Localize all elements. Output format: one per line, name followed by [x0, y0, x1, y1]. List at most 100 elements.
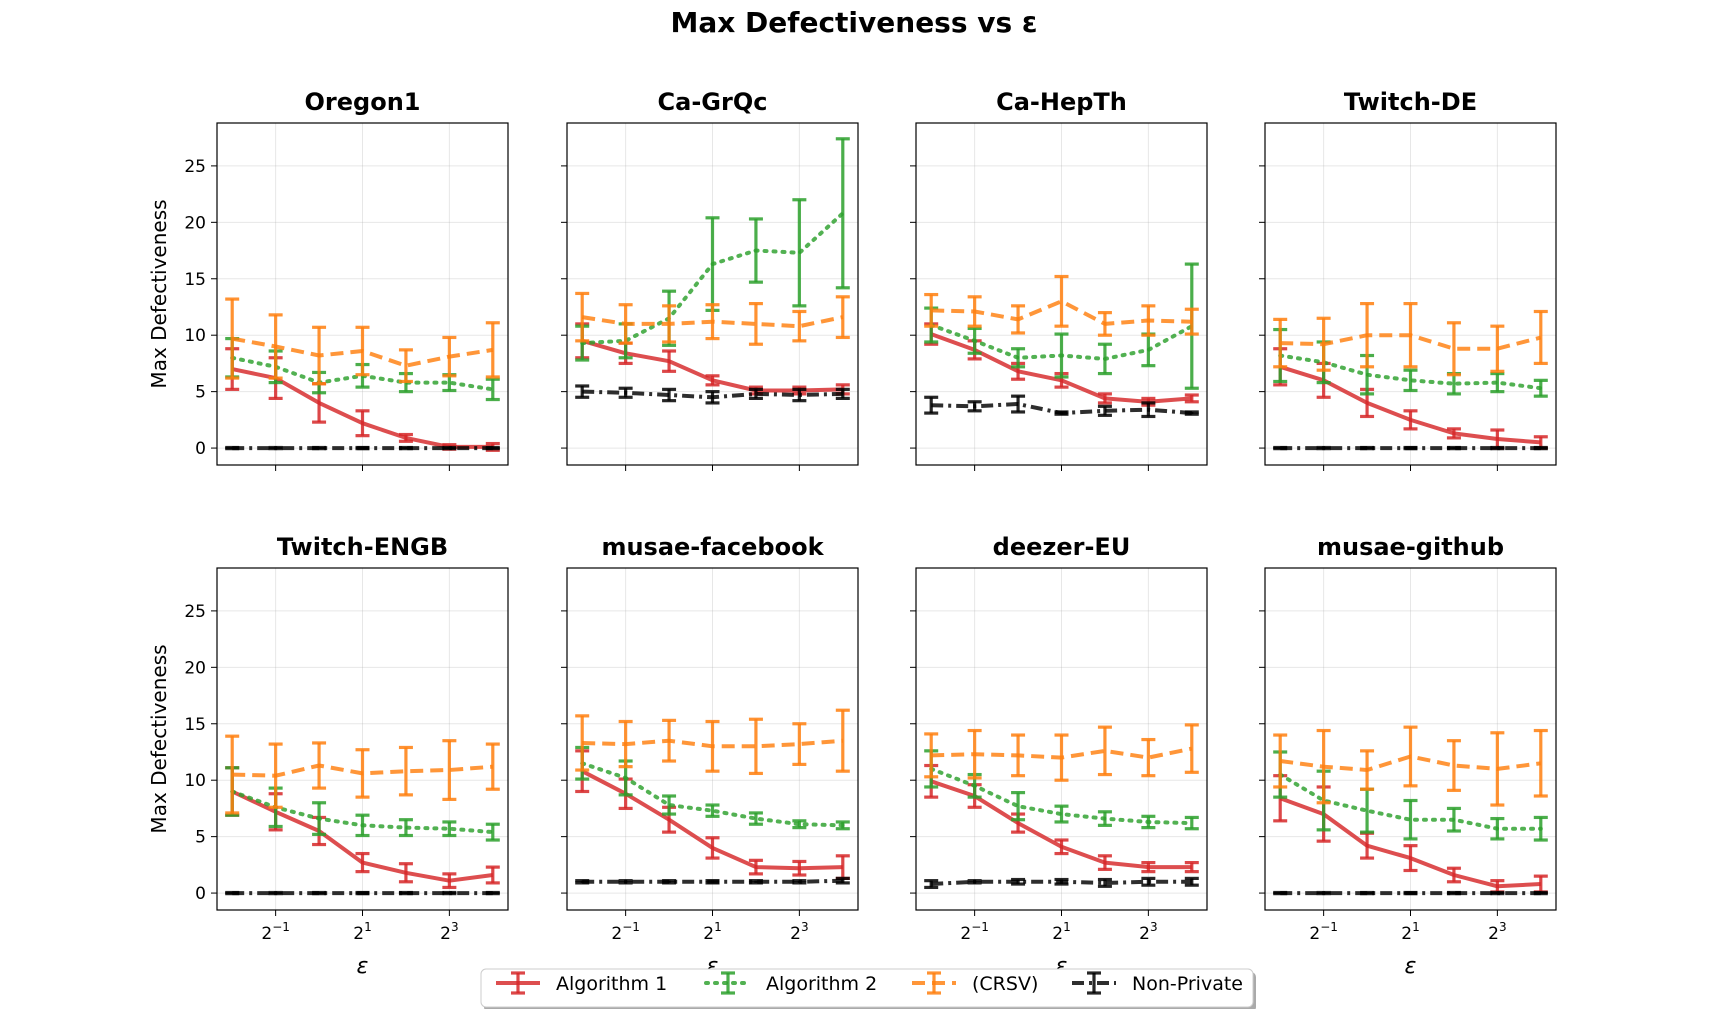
error-bar: [924, 395, 939, 415]
error-bar: [355, 890, 370, 896]
axes-frame: [1264, 567, 1557, 911]
legend-label: (CRSV): [972, 973, 1038, 995]
error-bar: [1184, 815, 1199, 831]
error-bar: [1141, 814, 1156, 830]
error-bar: [268, 890, 283, 896]
error-bar: [1184, 393, 1199, 404]
legend-box: [480, 968, 1254, 1008]
error-bar: [1141, 401, 1156, 419]
error-bar: [705, 803, 720, 818]
error-bar: [1403, 725, 1418, 788]
error-bar: [1490, 371, 1505, 394]
series-non-private: [1273, 890, 1548, 896]
error-bar: [1054, 804, 1069, 824]
x-tick-base: 2: [261, 924, 272, 944]
subplot-title: Twitch-DE: [1344, 88, 1477, 116]
legend: Algorithm 1 Algorithm 2 (CRSV) Non-Private: [480, 968, 1256, 1009]
axes-frame: [915, 567, 1208, 911]
error-bar: [485, 742, 500, 791]
series-non-private: [924, 394, 1199, 419]
subplot-title: Oregon1: [305, 88, 421, 116]
x-tick-base: 2: [1401, 924, 1412, 944]
error-bar: [485, 377, 500, 402]
error-bar: [748, 858, 763, 876]
error-bar: [1403, 301, 1418, 369]
x-tick-base: 2: [1139, 924, 1150, 944]
error-bar: [442, 872, 457, 890]
error-bar: [355, 748, 370, 799]
error-bar: [268, 445, 283, 451]
error-bar: [1403, 409, 1418, 431]
x-tick-base: 2: [611, 924, 622, 944]
error-bar: [618, 303, 633, 345]
error-bar: [924, 292, 939, 328]
x-tick-label: 21: [1401, 920, 1419, 944]
error-bar: [1533, 378, 1548, 398]
error-bar: [1446, 866, 1461, 884]
error-bar: [312, 890, 327, 896]
x-tick-exponent: −1: [622, 920, 640, 934]
error-bar: [575, 384, 590, 399]
error-bar: [748, 387, 763, 401]
error-bar: [442, 890, 457, 896]
error-bar: [1533, 728, 1548, 798]
error-bar: [1446, 427, 1461, 440]
error-bar: [792, 198, 807, 308]
error-bar: [618, 386, 633, 399]
error-bar: [1490, 445, 1505, 451]
error-bar: [967, 400, 982, 413]
y-tick-label: 10: [184, 326, 206, 346]
error-bar: [485, 890, 500, 896]
error-bar: [1184, 860, 1199, 874]
error-bar: [398, 818, 413, 838]
error-bar: [312, 741, 327, 790]
axes-frame: [216, 122, 509, 466]
error-bar: [575, 291, 590, 343]
x-tick-base: 2: [440, 924, 451, 944]
axes-frame: [216, 567, 509, 911]
x-tick-exponent: 1: [1063, 920, 1071, 934]
error-bar: [1533, 309, 1548, 366]
legend-item-non-private: Non-Private: [1072, 971, 1243, 995]
error-bar: [1403, 798, 1418, 841]
error-bar: [618, 879, 633, 885]
error-bar: [1273, 445, 1288, 451]
error-bar: [662, 349, 677, 373]
x-axis-label: ε: [1405, 954, 1417, 979]
subplot-title: Ca-HepTh: [996, 88, 1127, 116]
error-bar: [1316, 890, 1331, 896]
error-bar: [1490, 731, 1505, 807]
error-bar: [835, 820, 850, 831]
x-tick-exponent: −1: [272, 920, 290, 934]
error-bar: [1054, 877, 1069, 886]
x-tick-label: 2−1: [261, 920, 290, 944]
error-bar: [662, 879, 677, 885]
figure-title: Max Defectiveness vs ε: [670, 6, 1037, 39]
error-bar: [398, 890, 413, 896]
error-bar: [1360, 749, 1375, 791]
error-bar: [1184, 876, 1199, 887]
error-bar: [225, 297, 240, 380]
error-bar: [1054, 410, 1069, 416]
error-bar: [662, 794, 677, 816]
subplot-oregon1: 0 5 10 15 20 25 Oregon1 Max Defectiveness: [147, 88, 509, 471]
error-bar: [1360, 890, 1375, 896]
error-bar: [312, 325, 327, 386]
error-bar: [1184, 410, 1199, 416]
error-bar: [748, 811, 763, 826]
x-tick-exponent: 3: [801, 920, 809, 934]
series--crsv-: [1273, 725, 1548, 807]
error-bar: [835, 137, 850, 290]
error-bar: [1054, 838, 1069, 856]
subplot-title: Twitch-ENGB: [277, 533, 448, 561]
x-tick-label: 2−1: [960, 920, 989, 944]
error-bar: [705, 216, 720, 312]
y-tick-label: 10: [184, 771, 206, 791]
series--crsv-: [575, 708, 850, 776]
error-bar: [662, 304, 677, 344]
